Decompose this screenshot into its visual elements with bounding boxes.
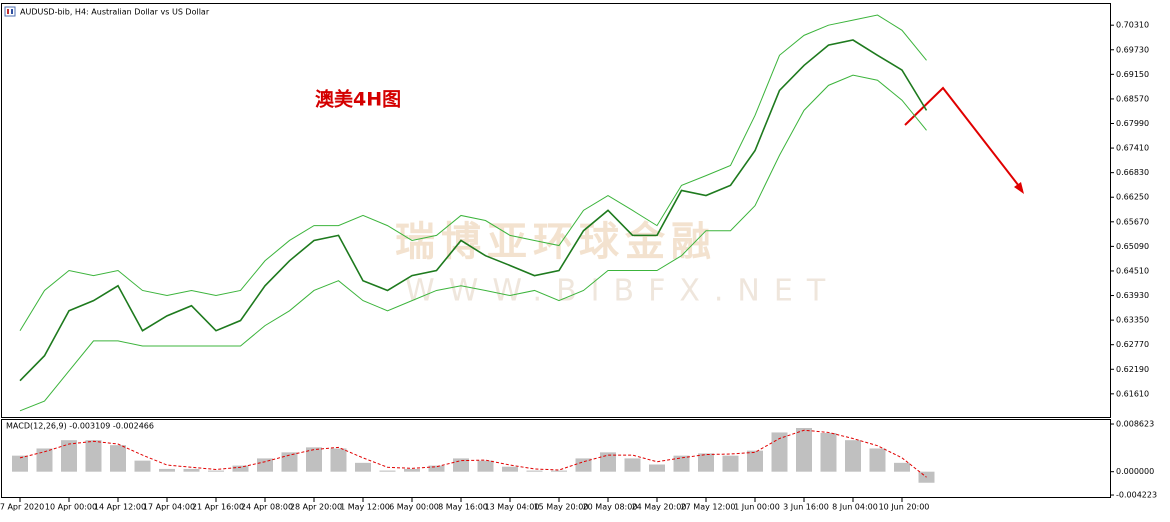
y-tick-label: 0.69730 — [1116, 45, 1149, 54]
macd-bar — [428, 465, 445, 472]
x-tick-label: 8 Jun 04:00 — [832, 503, 878, 512]
x-tick-label: 1 Jun 00:00 — [734, 503, 780, 512]
x-tick-label: 3 Jun 16:00 — [783, 503, 829, 512]
macd-bar — [404, 468, 420, 472]
x-tick-label: 10 Jun 20:00 — [879, 503, 930, 512]
macd-bar — [796, 428, 812, 472]
macd-bar — [36, 448, 53, 472]
macd-bar — [281, 452, 298, 472]
x-tick-label: 10 Apr 00:00 — [45, 503, 97, 512]
x-tick-label: 1 May 12:00 — [340, 503, 390, 512]
macd-bar — [698, 453, 714, 472]
macd-bar — [845, 440, 861, 472]
macd-bar — [600, 452, 616, 472]
macd-bar — [330, 448, 347, 472]
x-tick-label: 24 May 20:00 — [632, 503, 687, 512]
macd-bar — [232, 465, 249, 472]
y-tick-label: 0.65090 — [1116, 242, 1149, 251]
price-line — [19, 39, 928, 382]
forecast-arrow-head — [1014, 182, 1024, 194]
macd-bar — [134, 460, 151, 472]
macd-bar — [257, 458, 273, 472]
y-tick-label: 0.65670 — [1116, 217, 1149, 226]
x-tick-label: 17 Apr 04:00 — [143, 503, 195, 512]
macd-bar — [869, 448, 886, 472]
macd-bar — [575, 458, 592, 472]
macd-bar — [379, 470, 396, 472]
bollinger-band — [19, 74, 927, 412]
macd-bar — [551, 470, 567, 472]
x-tick-label: 13 May 04:00 — [485, 503, 540, 512]
x-tick-label: 8 May 16:00 — [438, 503, 488, 512]
signal-line — [19, 429, 927, 478]
macd-bar — [61, 440, 77, 472]
macd-bar — [12, 455, 28, 472]
y-tick-label: 0.008623 — [1116, 420, 1154, 429]
macd-bar — [355, 462, 371, 472]
macd-bar — [159, 468, 175, 472]
macd-bar — [208, 470, 224, 472]
macd-bar — [85, 440, 102, 472]
macd-bar — [894, 462, 910, 472]
macd-bar — [771, 432, 788, 472]
y-tick-label: 0.63930 — [1116, 291, 1149, 300]
macd-bar — [673, 455, 690, 472]
macd-frame — [1, 419, 1111, 498]
y-tick-label: 0.70310 — [1116, 21, 1149, 30]
y-tick-label: 0.63350 — [1116, 316, 1149, 325]
watermark: 瑞博亚环球金融 — [395, 219, 717, 265]
macd-bar — [649, 464, 665, 472]
watermark: WWW.BIBFX.NET — [405, 274, 839, 309]
x-tick-label: 6 May 00:00 — [389, 503, 439, 512]
macd-bar — [722, 455, 739, 472]
y-tick-label: 0.67410 — [1116, 144, 1149, 153]
macd-bar — [306, 447, 322, 472]
macd-bar — [820, 432, 837, 472]
x-tick-label: 28 Apr 20:00 — [290, 503, 342, 512]
y-tick-label: 0.67990 — [1116, 119, 1149, 128]
price-frame — [1, 3, 1111, 418]
macd-bar — [526, 470, 543, 472]
symbol-icon — [11, 9, 13, 14]
y-tick-label: 0.66830 — [1116, 168, 1149, 177]
x-tick-label: 15 May 20:00 — [534, 503, 589, 512]
y-tick-label: 0.62190 — [1116, 365, 1149, 374]
y-tick-label: 0.000000 — [1116, 467, 1154, 476]
y-tick-label: 0.62770 — [1116, 340, 1149, 349]
macd-bar — [502, 466, 518, 472]
bollinger-band — [19, 14, 927, 331]
symbol-icon — [7, 9, 9, 14]
x-tick-label: 20 May 08:00 — [583, 503, 638, 512]
annotation: 澳美4H图 — [315, 88, 401, 111]
forecast-arrow — [904, 86, 1023, 191]
y-tick-label: 0.61610 — [1116, 389, 1149, 398]
y-tick-label: 0.69150 — [1116, 70, 1149, 79]
symbol-icon — [4, 6, 16, 17]
x-tick-label: 21 Apr 16:00 — [192, 503, 244, 512]
indicator-title: MACD(12,26,9) -0.003109 -0.002466 — [6, 422, 154, 431]
macd-bar — [477, 460, 494, 472]
chart-title: AUDUSD-bib, H4: Australian Dollar vs US … — [20, 8, 210, 17]
y-tick-label: 0.64510 — [1116, 266, 1149, 275]
x-tick-label: 7 Apr 2020 — [0, 503, 44, 512]
macd-bar — [747, 450, 763, 472]
y-tick-label: 0.66250 — [1116, 193, 1149, 202]
x-tick-label: 14 Apr 12:00 — [94, 503, 146, 512]
macd-bar — [624, 458, 641, 472]
y-tick-label: 0.68570 — [1116, 94, 1149, 103]
y-tick-label: -0.004223 — [1116, 491, 1157, 500]
macd-bar — [183, 468, 200, 472]
macd-bar — [110, 445, 126, 472]
x-tick-label: 24 Apr 08:00 — [241, 503, 293, 512]
x-tick-label: 27 May 12:00 — [681, 503, 736, 512]
